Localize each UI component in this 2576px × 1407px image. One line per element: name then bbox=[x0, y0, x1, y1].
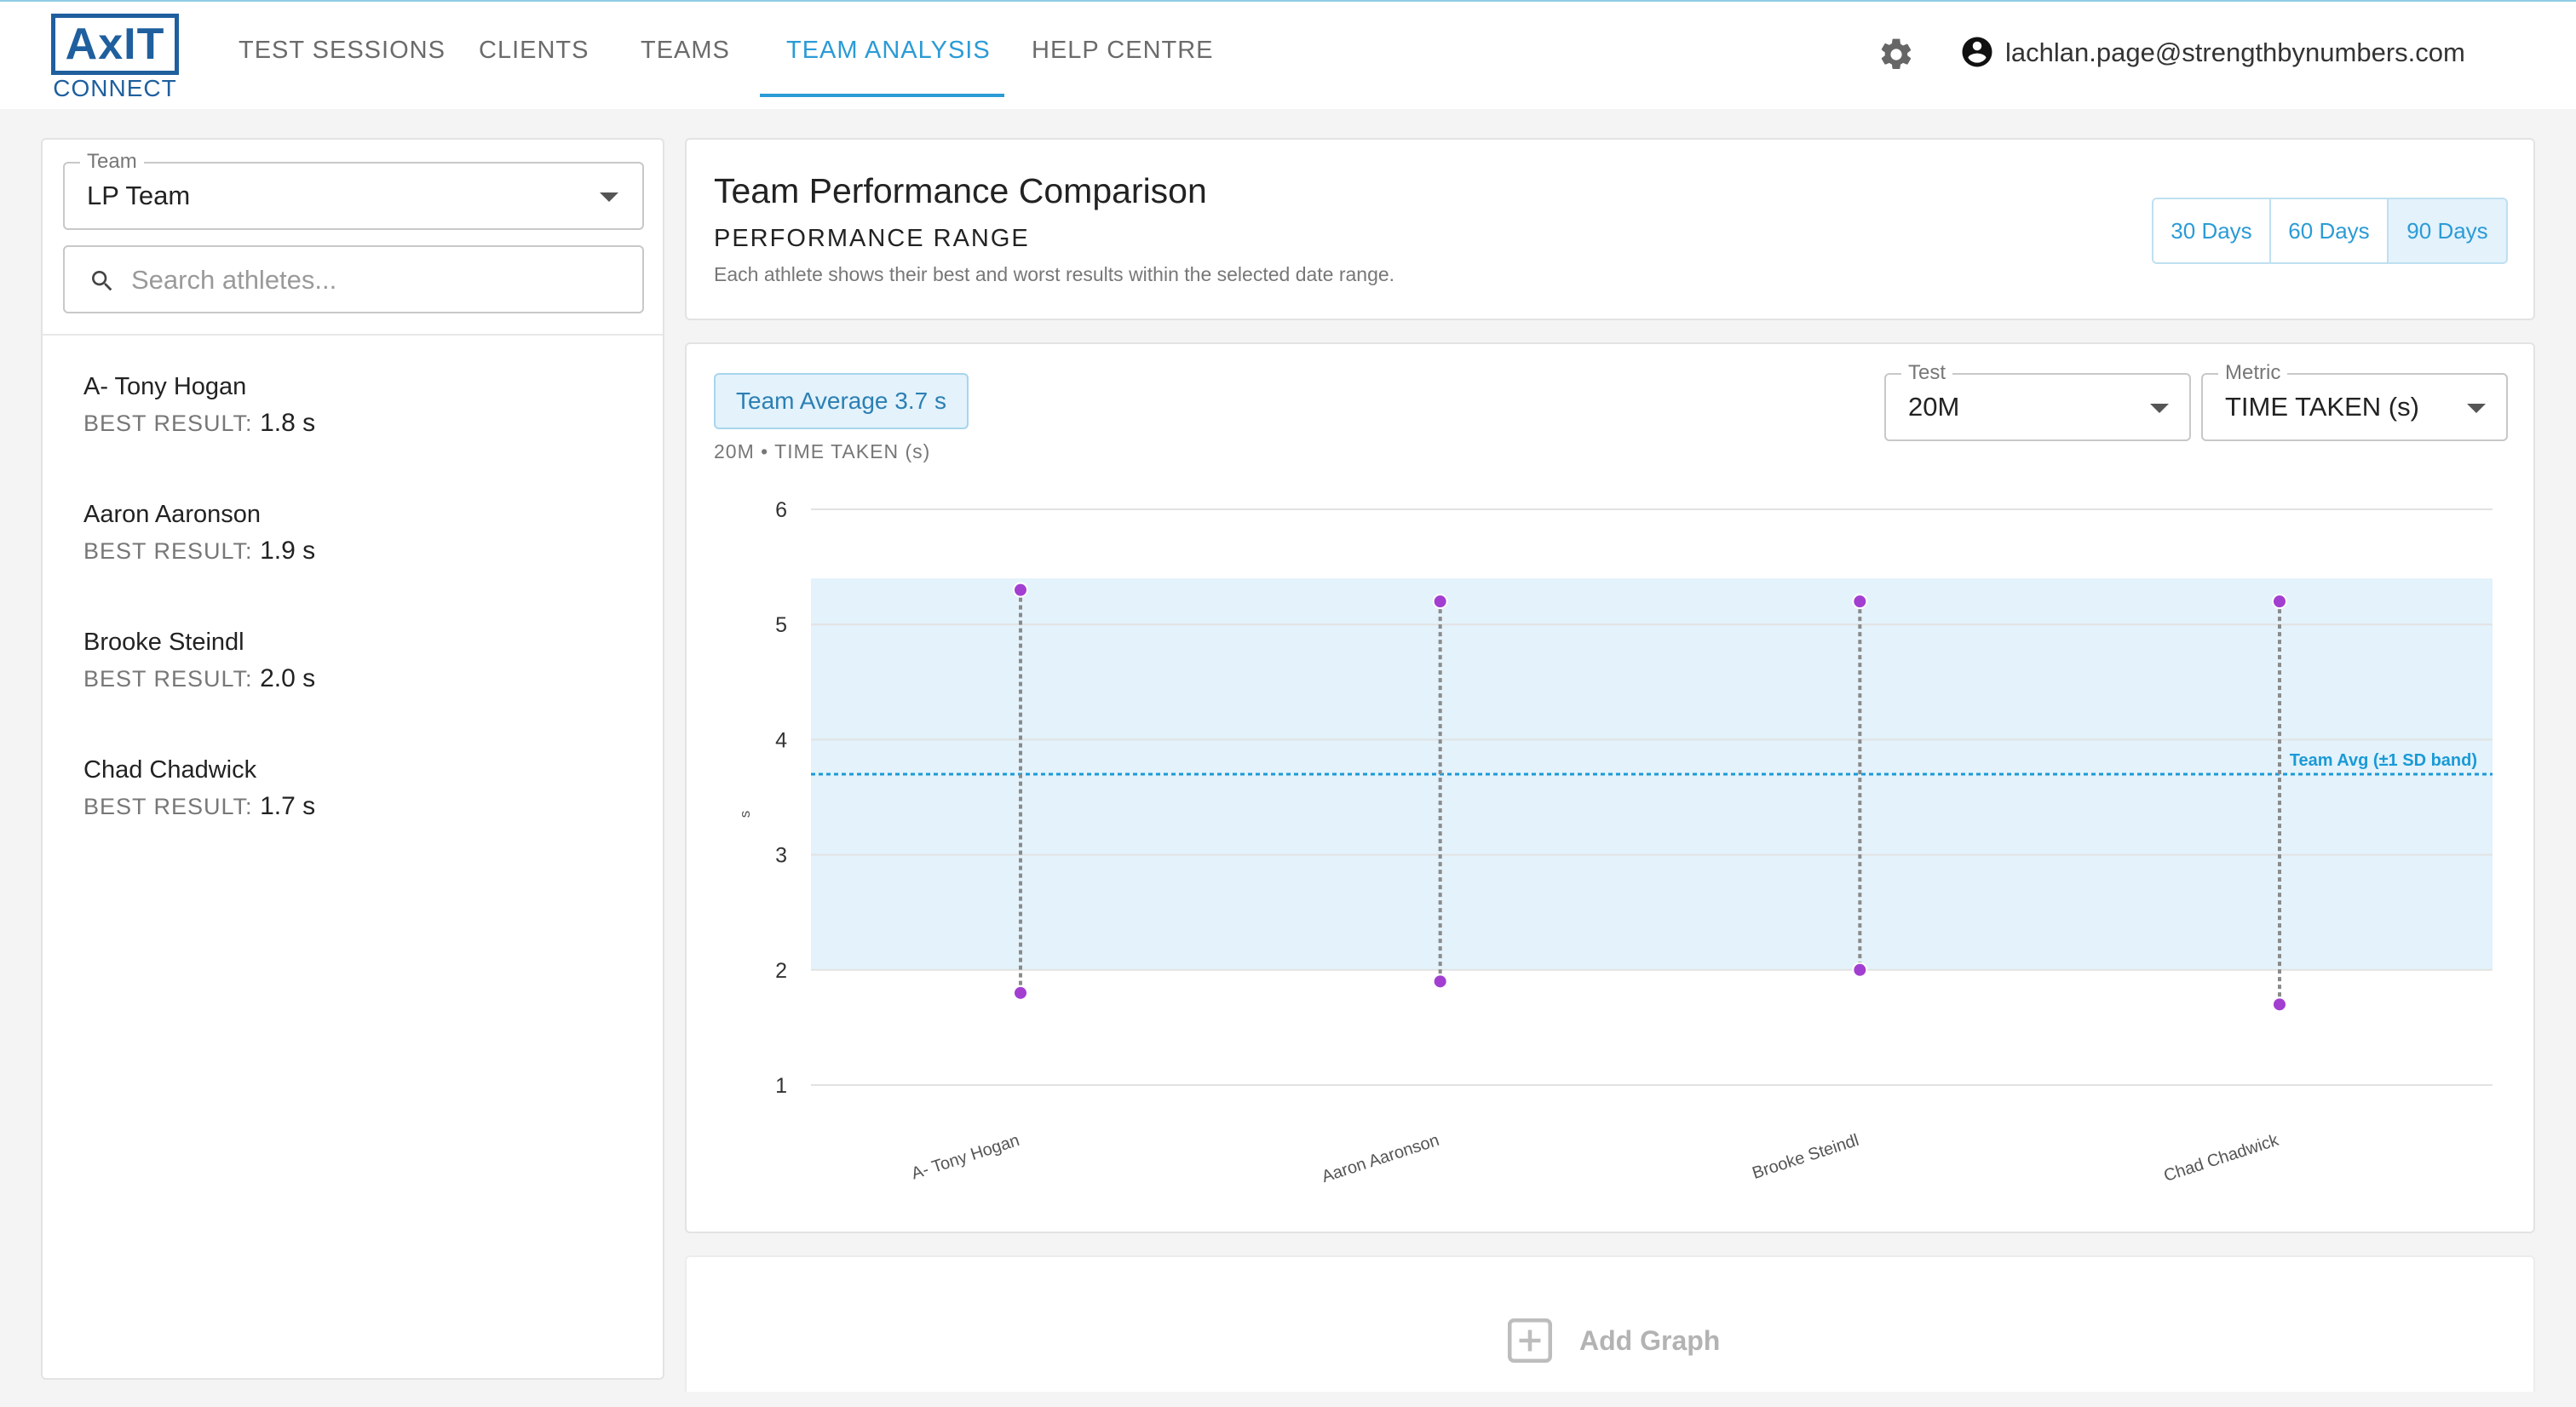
test-select-value: 20M bbox=[1908, 392, 1960, 422]
x-tick-label: A- Tony Hogan bbox=[909, 1131, 1021, 1184]
nav-test-sessions[interactable]: TEST SESSIONS bbox=[239, 36, 446, 64]
best-result-point bbox=[1432, 973, 1448, 990]
metric-select-value: TIME TAKEN (s) bbox=[2225, 392, 2419, 422]
athlete-best-result: BEST RESULT: 1.9 s bbox=[83, 531, 629, 571]
logo-subtitle: CONNECT bbox=[53, 75, 177, 101]
nav-help-centre[interactable]: HELP CENTRE bbox=[1032, 36, 1214, 64]
section-description: Each athlete shows their best and worst … bbox=[714, 263, 1395, 285]
y-tick-label: 3 bbox=[775, 844, 787, 868]
metric-select[interactable]: Metric TIME TAKEN (s) bbox=[2201, 361, 2508, 441]
chevron-down-icon bbox=[2150, 404, 2169, 413]
worst-result-point bbox=[2272, 594, 2287, 610]
worst-result-point bbox=[1013, 582, 1028, 598]
y-tick-label: 5 bbox=[775, 613, 787, 637]
athlete-best-result: BEST RESULT: 1.7 s bbox=[83, 787, 629, 826]
gear-icon[interactable] bbox=[1877, 36, 1915, 73]
team-select-label: Team bbox=[80, 150, 144, 174]
add-box-icon bbox=[1508, 1318, 1552, 1363]
test-select[interactable]: Test 20M bbox=[1884, 361, 2191, 441]
athlete-best-result: BEST RESULT: 1.8 s bbox=[83, 404, 629, 443]
top-navigation-bar: AxIT CONNECT TEST SESSIONS CLIENTS TEAMS… bbox=[0, 0, 2576, 109]
athlete-list-item[interactable]: Aaron Aaronson BEST RESULT: 1.9 s bbox=[83, 497, 629, 591]
athlete-name: Aaron Aaronson bbox=[83, 501, 261, 528]
logo-mark: AxIT bbox=[51, 14, 179, 75]
best-result-label: BEST RESULT: bbox=[83, 538, 253, 564]
account-circle-icon[interactable] bbox=[1959, 34, 1995, 70]
best-result-value: 1.9 s bbox=[260, 537, 316, 565]
best-result-label: BEST RESULT: bbox=[83, 411, 253, 436]
metric-select-label: Metric bbox=[2218, 361, 2288, 385]
athlete-best-result: BEST RESULT: 2.0 s bbox=[83, 659, 629, 698]
range-60-days-button[interactable]: 60 Days bbox=[2271, 199, 2389, 262]
y-tick-label: 1 bbox=[775, 1074, 787, 1098]
x-tick-label: Brooke Steindl bbox=[1750, 1131, 1861, 1183]
nav-teams[interactable]: TEAMS bbox=[641, 36, 730, 64]
search-icon bbox=[92, 271, 112, 291]
chevron-down-icon bbox=[600, 192, 618, 202]
search-input[interactable] bbox=[131, 257, 625, 303]
range-90-days-button[interactable]: 90 Days bbox=[2389, 199, 2506, 262]
y-tick-label: 6 bbox=[775, 498, 787, 522]
athlete-list-item[interactable]: A- Tony Hogan BEST RESULT: 1.8 s bbox=[83, 370, 629, 463]
best-result-value: 1.7 s bbox=[260, 792, 316, 820]
page-title: Team Performance Comparison bbox=[714, 171, 1207, 210]
team-average-badge: Team Average 3.7 s bbox=[714, 373, 969, 429]
best-result-value: 1.8 s bbox=[260, 409, 316, 437]
athlete-search[interactable] bbox=[63, 245, 644, 313]
team-average-line-label: Team Avg (±1 SD band) bbox=[2290, 751, 2477, 770]
range-30-days-button[interactable]: 30 Days bbox=[2153, 199, 2271, 262]
section-subtitle: PERFORMANCE RANGE bbox=[714, 225, 1030, 252]
best-result-label: BEST RESULT: bbox=[83, 666, 253, 692]
athlete-sidebar: Team LP Team A- Tony Hogan BEST RESULT: … bbox=[41, 138, 664, 1380]
chevron-down-icon bbox=[2467, 404, 2486, 413]
user-email[interactable]: lachlan.page@strengthbynumbers.com bbox=[2005, 37, 2465, 67]
best-result-value: 2.0 s bbox=[260, 664, 316, 692]
x-tick-label: Aaron Aaronson bbox=[1320, 1131, 1441, 1186]
date-range-toggle: 30 Days 60 Days 90 Days bbox=[2152, 198, 2508, 264]
comparison-header-card: Team Performance Comparison PERFORMANCE … bbox=[685, 138, 2535, 320]
athlete-list-item[interactable]: Chad Chadwick BEST RESULT: 1.7 s bbox=[83, 753, 629, 847]
athlete-name: A- Tony Hogan bbox=[83, 373, 247, 400]
nav-clients[interactable]: CLIENTS bbox=[479, 36, 589, 64]
best-result-point bbox=[1013, 985, 1028, 1001]
athlete-name: Chad Chadwick bbox=[83, 756, 257, 784]
test-select-label: Test bbox=[1901, 361, 1953, 385]
active-tab-indicator bbox=[760, 94, 1004, 97]
performance-range-chart-card: 1 2 3 4 5 6 s Team Avg (±1 SD band) A- Tony Hoga… bbox=[685, 342, 2535, 1233]
performance-range-chart: 1 2 3 4 5 6 s Team Avg (±1 SD band) A- Tony Hoga… bbox=[737, 498, 2493, 1186]
athlete-name: Brooke Steindl bbox=[83, 629, 244, 656]
worst-result-point bbox=[1852, 594, 1868, 610]
y-tick-label: 4 bbox=[775, 728, 787, 752]
nav-team-analysis[interactable]: TEAM ANALYSIS bbox=[786, 36, 991, 64]
team-select[interactable]: Team LP Team bbox=[63, 150, 644, 230]
chart-caption: 20M • TIME TAKEN (s) bbox=[714, 440, 931, 462]
best-result-point bbox=[2272, 996, 2287, 1013]
athlete-list-item[interactable]: Brooke Steindl BEST RESULT: 2.0 s bbox=[83, 625, 629, 719]
x-tick-label: Chad Chadwick bbox=[2162, 1131, 2282, 1186]
y-axis-label: s bbox=[737, 811, 753, 818]
team-select-value: LP Team bbox=[87, 181, 191, 210]
best-result-label: BEST RESULT: bbox=[83, 794, 253, 819]
y-tick-label: 2 bbox=[775, 959, 787, 983]
add-graph-card: Add Graph bbox=[685, 1255, 2535, 1392]
best-result-point bbox=[1852, 962, 1868, 978]
sidebar-divider bbox=[43, 334, 663, 336]
add-graph-button[interactable]: Add Graph bbox=[1504, 1313, 1720, 1368]
add-graph-label: Add Graph bbox=[1579, 1324, 1721, 1356]
worst-result-point bbox=[1432, 594, 1448, 610]
axit-connect-logo[interactable]: AxIT CONNECT bbox=[51, 14, 181, 102]
